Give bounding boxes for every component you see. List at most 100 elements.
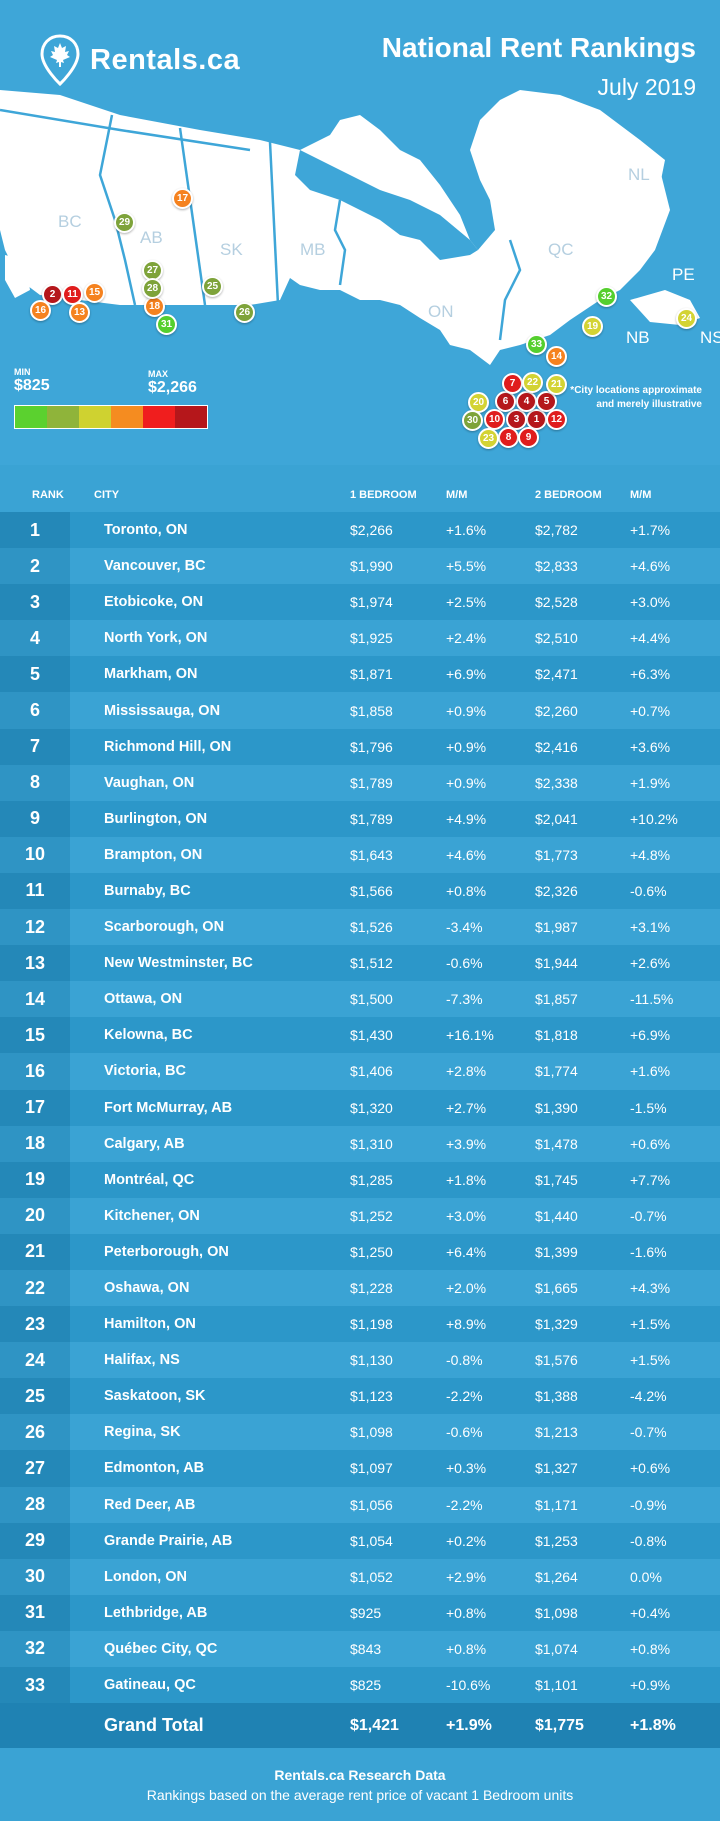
cell-one-bed-mm: +0.8% <box>446 1630 535 1667</box>
cell-rank: 5 <box>0 656 70 693</box>
cell-one-bed-mm: +6.9% <box>446 656 535 693</box>
cell-one-bed: $1,252 <box>350 1197 446 1234</box>
cell-one-bed-mm: +0.9% <box>446 692 535 729</box>
city-marker-22: 22 <box>522 372 543 393</box>
cell-two-bed: $2,782 <box>535 512 630 549</box>
cell-two-bed: $1,944 <box>535 945 630 982</box>
cell-one-bed: $1,796 <box>350 728 446 765</box>
cell-rank: 25 <box>0 1378 70 1415</box>
table-row: 13 New Westminster, BC $1,512 -0.6% $1,944 +2… <box>0 945 720 982</box>
legend-min-value: $825 <box>14 377 50 394</box>
province-label-pe: PE <box>672 265 695 284</box>
table-row: 20 Kitchener, ON $1,252 +3.0% $1,440 -0.7% <box>0 1197 720 1234</box>
city-marker-16: 16 <box>30 300 51 321</box>
cell-two-bed-mm: +3.0% <box>630 584 720 621</box>
grand-total-row: Grand Total $1,421 +1.9% $1,775 +1.8% <box>0 1703 720 1749</box>
cell-rank: 29 <box>0 1522 70 1559</box>
legend-min-label: MIN <box>14 367 31 377</box>
cell-one-bed-mm: -0.6% <box>446 1414 535 1451</box>
cell-rank: 4 <box>0 620 70 657</box>
table-row: 16 Victoria, BC $1,406 +2.8% $1,774 +1.6% <box>0 1053 720 1090</box>
total-cell-label: Grand Total <box>70 1703 350 1749</box>
cell-city: Vancouver, BC <box>70 548 350 585</box>
cell-two-bed: $2,416 <box>535 728 630 765</box>
cell-two-bed: $2,338 <box>535 764 630 801</box>
cell-two-bed-mm: +4.3% <box>630 1269 720 1307</box>
table-row: 10 Brampton, ON $1,643 +4.6% $1,773 +4.8% <box>0 836 720 873</box>
cell-two-bed-mm: -1.5% <box>630 1089 720 1126</box>
brand-name: Rentals.ca <box>90 43 241 76</box>
cell-two-bed-mm: +6.3% <box>630 656 720 693</box>
cell-two-bed-mm: +0.6% <box>630 1450 720 1487</box>
cell-one-bed: $1,198 <box>350 1306 446 1343</box>
cell-one-bed: $1,500 <box>350 981 446 1018</box>
location-note: *City locations approximate and merely i… <box>570 384 702 412</box>
cell-two-bed: $2,528 <box>535 584 630 621</box>
cell-one-bed-mm: +2.9% <box>446 1558 535 1595</box>
cell-two-bed: $2,471 <box>535 656 630 693</box>
cell-one-bed-mm: +0.8% <box>446 872 535 910</box>
cell-two-bed-mm: +4.6% <box>630 548 720 585</box>
cell-two-bed: $2,833 <box>535 548 630 585</box>
cell-one-bed-mm: -2.2% <box>446 1378 535 1415</box>
cell-rank: 26 <box>0 1414 70 1451</box>
cell-city: Red Deer, AB <box>70 1486 350 1523</box>
city-marker-33: 33 <box>526 334 547 355</box>
cell-rank: 21 <box>0 1233 70 1270</box>
cell-city: Montréal, QC <box>70 1161 350 1198</box>
cell-rank: 17 <box>0 1089 70 1126</box>
cell-one-bed: $1,123 <box>350 1378 446 1415</box>
cell-one-bed: $1,566 <box>350 872 446 910</box>
cell-one-bed-mm: +0.2% <box>446 1522 535 1559</box>
cell-one-bed: $1,285 <box>350 1161 446 1198</box>
province-label-nl: NL <box>628 165 650 184</box>
cell-rank: 30 <box>0 1558 70 1595</box>
table-row: 1 Toronto, ON $2,266 +1.6% $2,782 +1.7% <box>0 512 720 549</box>
footer-note: Rankings based on the average rent price… <box>146 1787 574 1803</box>
cell-one-bed: $1,789 <box>350 764 446 801</box>
cell-two-bed-mm: +1.5% <box>630 1306 720 1343</box>
cell-one-bed: $1,310 <box>350 1125 446 1162</box>
cell-two-bed-mm: +10.2% <box>630 800 720 837</box>
cell-rank: 8 <box>0 764 70 801</box>
cell-one-bed: $825 <box>350 1667 446 1704</box>
brand-logo[interactable]: Rentals.ca <box>40 34 240 86</box>
cell-one-bed: $1,990 <box>350 548 446 585</box>
cell-city: Gatineau, QC <box>70 1667 350 1704</box>
province-label-sk: SK <box>220 240 243 259</box>
cell-city: London, ON <box>70 1558 350 1595</box>
cell-one-bed-mm: +0.9% <box>446 764 535 801</box>
cell-two-bed-mm: +2.6% <box>630 945 720 982</box>
cell-rank: 32 <box>0 1630 70 1667</box>
cell-two-bed-mm: +0.7% <box>630 692 720 729</box>
cell-two-bed: $1,440 <box>535 1197 630 1234</box>
cell-two-bed: $2,326 <box>535 872 630 910</box>
cell-rank: 3 <box>0 584 70 621</box>
table-row: 19 Montréal, QC $1,285 +1.8% $1,745 +7.7% <box>0 1161 720 1198</box>
city-marker-19: 19 <box>582 316 603 337</box>
city-marker-21: 21 <box>546 374 567 395</box>
legend-color-scale <box>14 405 208 429</box>
cell-rank: 2 <box>0 548 70 585</box>
cell-city: Lethbridge, AB <box>70 1594 350 1631</box>
city-marker-29: 29 <box>114 212 135 233</box>
page-subtitle: July 2019 <box>597 74 696 100</box>
cell-city: Québec City, QC <box>70 1630 350 1667</box>
cell-two-bed: $1,327 <box>535 1450 630 1487</box>
cell-two-bed: $1,478 <box>535 1125 630 1162</box>
table-row: 30 London, ON $1,052 +2.9% $1,264 0.0% <box>0 1558 720 1595</box>
cell-two-bed: $1,399 <box>535 1233 630 1270</box>
city-marker-10: 10 <box>484 409 505 430</box>
cell-two-bed: $1,213 <box>535 1414 630 1451</box>
cell-two-bed: $1,390 <box>535 1089 630 1126</box>
cell-two-bed: $1,171 <box>535 1486 630 1523</box>
city-marker-25: 25 <box>202 276 223 297</box>
header-2bed-mm: M/M <box>630 478 720 512</box>
cell-rank: 15 <box>0 1017 70 1054</box>
cell-rank: 6 <box>0 692 70 729</box>
cell-two-bed-mm: +0.8% <box>630 1630 720 1667</box>
province-label-on: ON <box>428 302 454 321</box>
note-line-1: *City locations approximate <box>570 385 702 396</box>
header-2bed: 2 BEDROOM <box>535 478 630 512</box>
cell-city: Burnaby, BC <box>70 872 350 910</box>
